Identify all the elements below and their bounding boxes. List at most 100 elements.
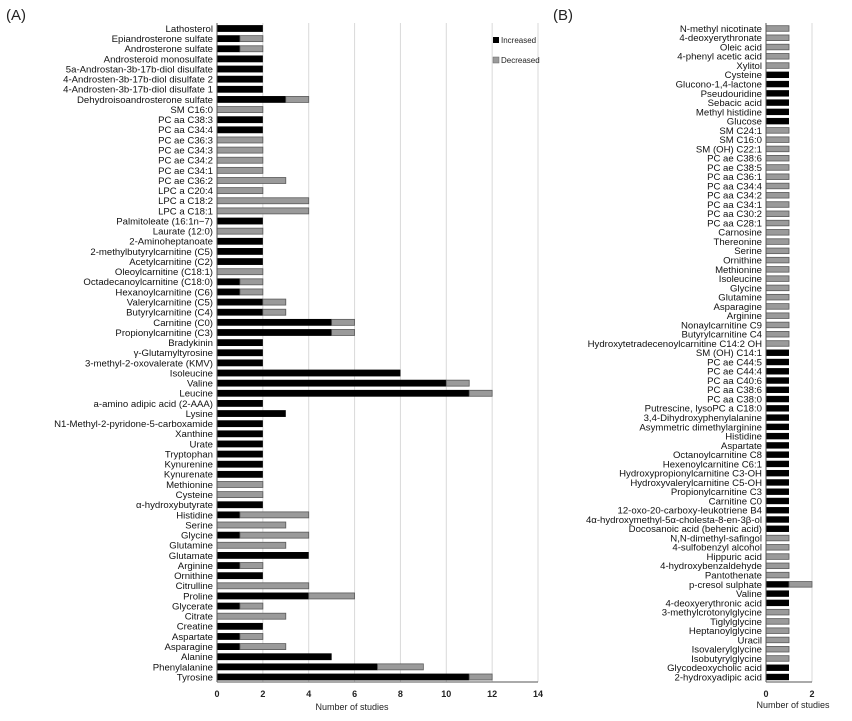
x-tick-label: 2 [809, 689, 814, 699]
category-label: Androsteroid monosulfate [104, 54, 213, 65]
category-label: Oleoylcarnitine (C18:1) [115, 267, 213, 278]
bar-decreased [765, 544, 790, 551]
bar-increased [217, 278, 240, 286]
bar-decreased [216, 207, 310, 215]
bar-increased [217, 248, 263, 255]
category-label: Tyrosine [177, 672, 213, 683]
category-label: Histidine [176, 510, 213, 521]
category-label: PC aa C38:3 [158, 115, 213, 126]
bar-increased [217, 633, 240, 640]
bar-increased [217, 410, 286, 417]
bar-decreased [765, 331, 790, 338]
category-label: Butyrylcarnitine (C4) [126, 308, 213, 319]
bar-increased [217, 470, 263, 478]
category-label: 4-hydroxybenzaldehyde [660, 561, 762, 572]
x-axis-title-a: Number of studies [315, 702, 389, 712]
category-label: Laurate (12:0) [153, 227, 213, 238]
bar-decreased [765, 201, 790, 208]
bar-increased [766, 507, 789, 514]
category-label: 4-phenyl acetic acid [677, 52, 762, 63]
bar-decreased [765, 553, 790, 560]
category-label: LPC a C18:1 [158, 206, 213, 217]
bar-increased [766, 460, 789, 468]
bar-increased [766, 516, 789, 523]
bar-increased [217, 75, 263, 83]
x-tick-label: 14 [533, 689, 543, 699]
category-label: PC aa C30:2 [707, 209, 762, 220]
bar-decreased [765, 154, 790, 162]
category-label: Pantothenate [705, 570, 762, 581]
category-label: PC ae C34:3 [158, 145, 213, 156]
bar-increased [766, 432, 789, 440]
bars-a [216, 25, 493, 681]
bar-increased [766, 117, 789, 125]
category-label: 3-methylcrotonylglycine [662, 608, 762, 619]
bar-increased [217, 116, 263, 124]
bar-increased [766, 673, 789, 681]
bar-increased [217, 45, 240, 53]
legend: Increased Decreased [492, 36, 540, 65]
category-label: 3-methyl-2-oxovalerate (KMV) [85, 358, 213, 369]
category-label: PC ae C44:4 [707, 367, 763, 378]
category-label: Isoleucine [170, 368, 213, 379]
bar-decreased [239, 278, 264, 286]
category-label: 4α-hydroxymethyl-5α-cholesta-8-en-3β-ol [586, 515, 762, 526]
category-label: Lysine [186, 409, 213, 420]
category-label: Glucono-1,4-lactone [676, 79, 762, 90]
category-label: Serine [734, 246, 762, 257]
category-label: PC ae C34:2 [158, 156, 213, 167]
category-label: Urate [190, 439, 213, 450]
category-label: Octadecanoylcarnitine (C18:0) [83, 277, 213, 288]
category-label: Acetylcarnitine (C2) [129, 257, 213, 268]
bar-increased [766, 349, 789, 356]
bar-decreased [765, 173, 790, 180]
bar-increased [766, 488, 789, 495]
legend-label-increased: Increased [501, 36, 536, 45]
x-tick-label: 4 [306, 689, 311, 699]
bar-decreased [216, 491, 264, 499]
bar-decreased [765, 34, 790, 41]
category-label: Pseudouridine [701, 89, 762, 100]
category-label: PC aa C34:2 [707, 191, 762, 202]
x-ticks-a: 0 2 4 6 8 10 12 14 [214, 689, 543, 699]
chart-b: (B) N-methyl nicotinate4-deoxyerythronat… [553, 7, 830, 710]
category-label: 5a-Androstan-3b-17b-diol disulfate [66, 64, 213, 75]
bar-increased [217, 217, 263, 225]
bar-increased [217, 653, 332, 661]
category-label: Ornithine [174, 571, 213, 582]
category-label: SM (OH) C14:1 [696, 348, 762, 359]
bar-decreased [239, 602, 264, 610]
x-tick-label: 8 [398, 689, 403, 699]
bar-decreased [765, 655, 790, 662]
bar-decreased [765, 247, 790, 255]
category-label: PC aa C34:4 [158, 125, 214, 136]
category-label: PC ae C36:2 [158, 176, 213, 187]
category-label: PC aa C34:4 [707, 181, 763, 192]
bar-decreased [765, 534, 790, 542]
bar-decreased [765, 562, 790, 570]
category-label: Hexenoylcarnitine C6:1 [663, 459, 762, 470]
bar-decreased [216, 166, 264, 174]
bar-decreased [765, 275, 790, 282]
bar-increased [766, 368, 789, 375]
category-label: PC aa C40:6 [707, 376, 762, 387]
category-label: 12-oxo-20-carboxy-leukotriene B4 [617, 506, 762, 517]
bar-decreased [765, 182, 790, 190]
x-tick-label: 12 [487, 689, 497, 699]
bar-increased [766, 377, 789, 384]
category-label: 4-Androsten-3b-17b-diol disulfate 1 [63, 85, 213, 96]
category-label: SM C16:0 [170, 105, 213, 116]
category-label: 4-sulfobenzyl alcohol [672, 543, 762, 554]
bar-decreased [216, 177, 287, 184]
bar-decreased [765, 321, 790, 329]
category-label: Thereonine [713, 237, 762, 248]
bar-decreased [239, 633, 264, 640]
bar-increased [217, 55, 263, 63]
category-label: N-methyl nicotinate [680, 24, 762, 35]
bar-increased [217, 379, 447, 387]
bar-increased [217, 562, 240, 569]
bar-increased [217, 339, 263, 347]
bar-decreased [468, 673, 493, 681]
category-label: Hydroxypropionylcarnitine C3-OH [619, 469, 762, 480]
